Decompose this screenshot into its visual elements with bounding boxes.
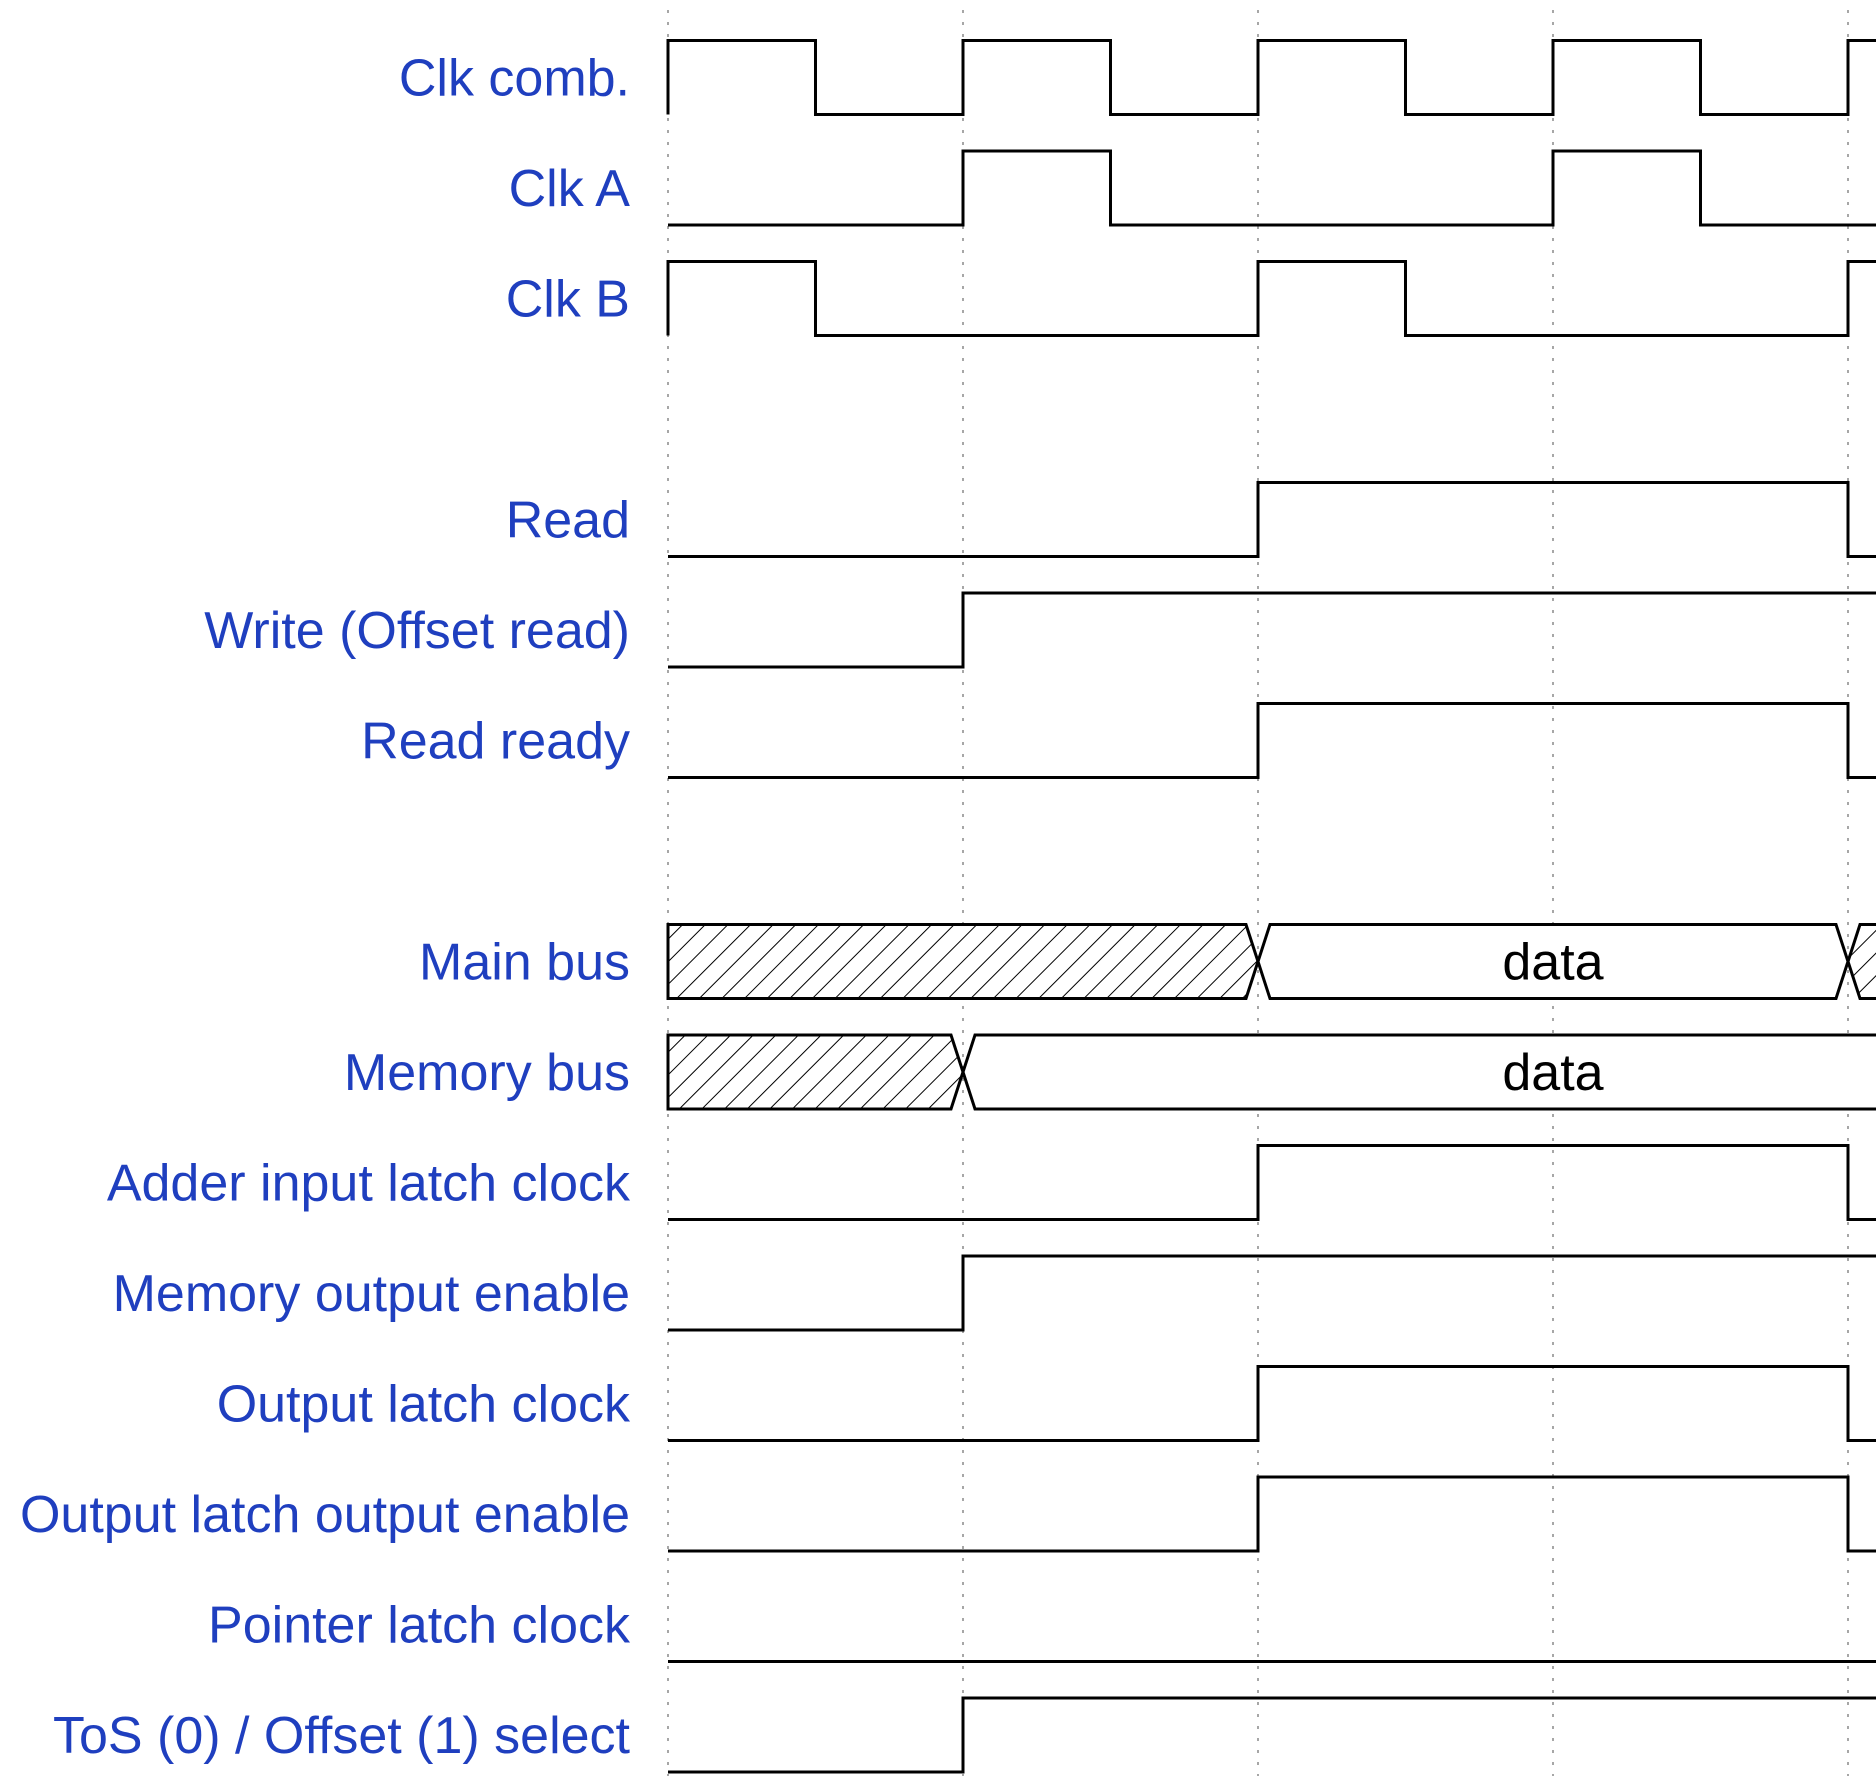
bus-data-label: data (1502, 934, 1603, 992)
bus-segment-undefined (666, 1033, 965, 1111)
waveform-read (668, 481, 1876, 558)
bus-data-label: data (1502, 1044, 1603, 1102)
bus-segment-undefined (666, 923, 1260, 1000)
waveform-read-ready (668, 702, 1876, 779)
signal-label-memory-bus: Memory bus (344, 1044, 630, 1102)
signal-label-output-latch-clock: Output latch clock (217, 1376, 631, 1434)
waveform-write-offset-read (668, 591, 1876, 669)
waveform-memory-output-enable (668, 1254, 1876, 1332)
signal-label-tos-0-offset-1-select: ToS (0) / Offset (1) select (53, 1707, 631, 1765)
bus-segment-valid (1256, 923, 1850, 1000)
signal-label-read-ready: Read ready (361, 713, 630, 771)
signal-label-clk-a: Clk A (509, 160, 631, 218)
waveform-clk-b (666, 260, 1876, 337)
signal-label-clk-comb: Clk comb. (399, 50, 630, 108)
signal-labels: Clk comb. Clk A Clk B Read Write (Offset rea… (20, 50, 631, 1766)
waveform-tos-0-offset-1-select (668, 1696, 1876, 1774)
signal-label-clk-b: Clk B (506, 271, 630, 329)
waveform-adder-input-latch-clock (668, 1144, 1876, 1221)
period-gridlines (667, 10, 1849, 1776)
signal-label-write-offset-read: Write (Offset read) (204, 602, 630, 660)
waveform-clk-comb (666, 39, 1876, 116)
signal-waveforms: data data (666, 39, 1876, 1774)
waveform-output-latch-output-enable (668, 1475, 1876, 1553)
signal-label-pointer-latch-clock: Pointer latch clock (208, 1597, 631, 1655)
signal-label-memory-output-enable: Memory output enable (113, 1265, 630, 1323)
bus-segment-valid (961, 1033, 1876, 1111)
signal-label-adder-input-latch-clock: Adder input latch clock (107, 1155, 631, 1213)
waveform-clk-a (668, 149, 1876, 227)
signal-label-read: Read (506, 492, 630, 550)
signal-label-main-bus: Main bus (419, 934, 630, 992)
waveform-output-latch-clock (668, 1365, 1876, 1442)
bus-segment-undefined (1846, 923, 1876, 1000)
signal-label-output-latch-output-enable: Output latch output enable (20, 1486, 630, 1544)
